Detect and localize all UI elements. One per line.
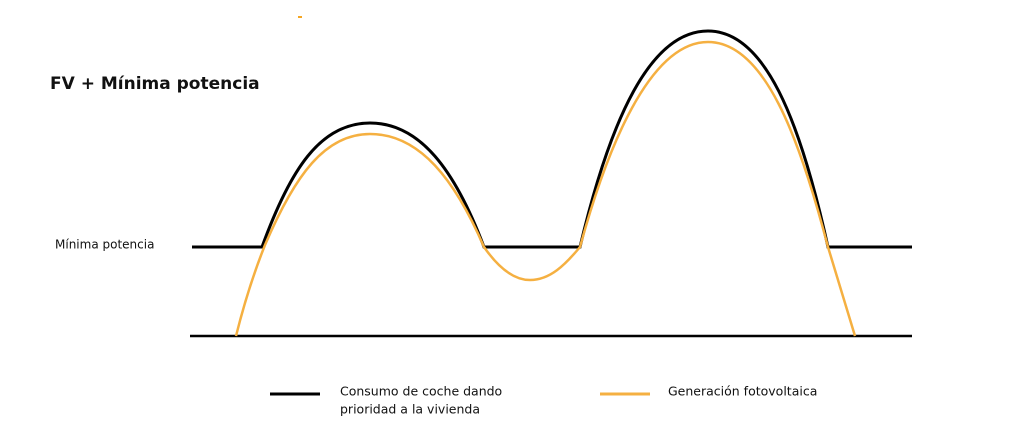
consumption-curve xyxy=(192,29,912,249)
title: FV + Mínima potencia xyxy=(50,74,260,94)
pv-curve xyxy=(234,40,857,337)
legend-label: Consumo de coche dando xyxy=(340,384,502,399)
level-label: Mínima potencia xyxy=(55,238,154,252)
legend-label: prioridad a la vivienda xyxy=(340,402,480,417)
legend-label: Generación fotovoltaica xyxy=(668,384,817,399)
